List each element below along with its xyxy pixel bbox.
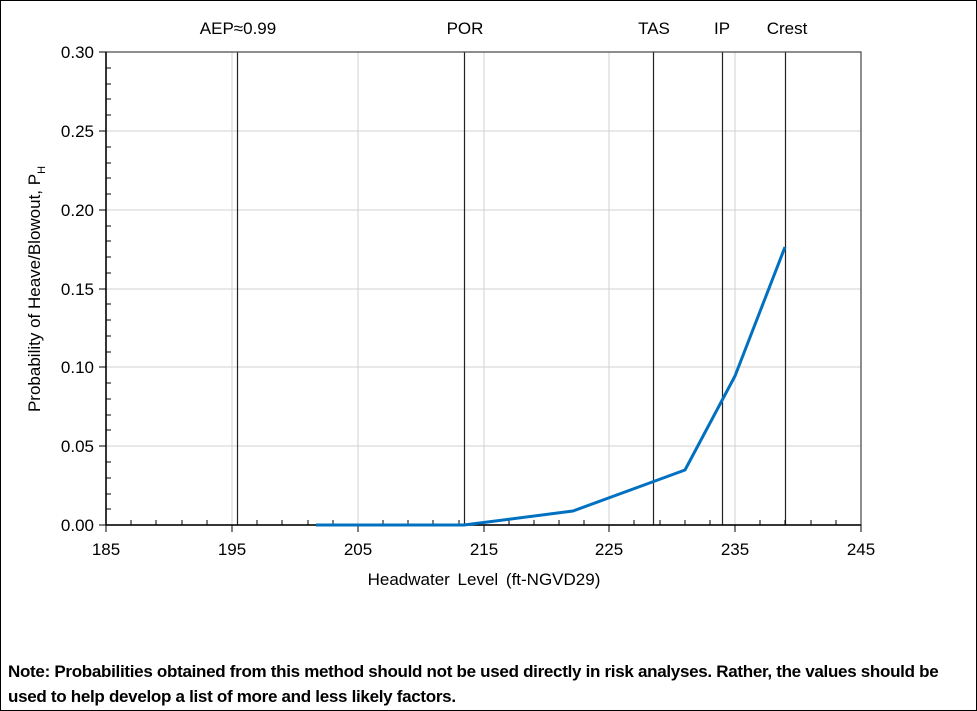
x-tick-label: 245 [847, 540, 875, 559]
x-tick-label: 225 [595, 540, 623, 559]
y-tick-label: 0.00 [61, 516, 94, 535]
y-tick-label: 0.20 [61, 201, 94, 220]
ref-label-crest: Crest [767, 19, 808, 38]
gridlines [106, 52, 861, 525]
footnote: Note: Probabilities obtained from this m… [8, 662, 939, 706]
ref-label-por: POR [447, 19, 484, 38]
x-tick-label: 195 [218, 540, 246, 559]
ref-label-tas: TAS [638, 19, 670, 38]
ref-label-ip: IP [714, 19, 730, 38]
ref-label-aep: AEP≈0.99 [200, 19, 276, 38]
y-tick-label: 0.15 [61, 280, 94, 299]
y-tick-label: 0.25 [61, 122, 94, 141]
y-tick-label: 0.05 [61, 437, 94, 456]
series-line-probability [316, 246, 787, 527]
reference-lines [236, 52, 787, 525]
y-tick-label: 0.30 [61, 43, 94, 62]
x-tick-label: 205 [344, 540, 372, 559]
x-axis-label: Headwater Level (ft-NGVD29) [368, 570, 601, 589]
x-tick-label: 235 [721, 540, 749, 559]
x-tick-label: 185 [92, 540, 120, 559]
y-axis-label: Probability of Heave/Blowout, PH [25, 166, 48, 412]
y-ticks [99, 51, 111, 526]
y-tick-label: 0.10 [61, 358, 94, 377]
x-tick-label: 215 [470, 540, 498, 559]
